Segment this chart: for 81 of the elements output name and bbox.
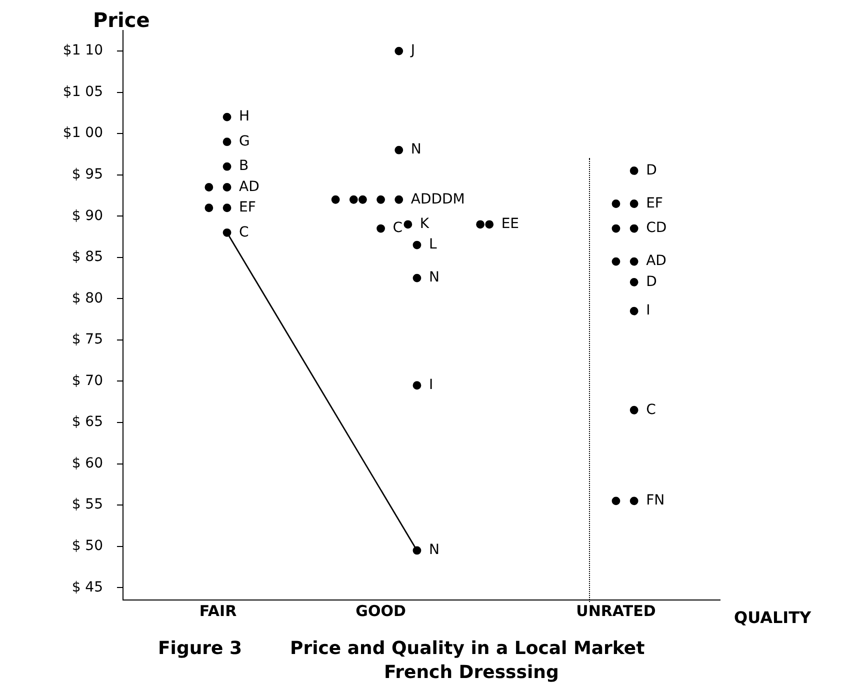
point xyxy=(630,257,638,266)
y-axis-title: Price xyxy=(93,8,150,32)
point xyxy=(404,220,412,229)
y-tick-label: $ 95 xyxy=(72,166,103,183)
x-axis-title: QUALITY xyxy=(734,608,812,627)
data-label: EF xyxy=(239,200,256,216)
point xyxy=(349,195,358,204)
x-tick-label: FAIR xyxy=(199,602,238,620)
y-tick-label: $1 10 xyxy=(62,42,103,59)
point xyxy=(630,306,638,316)
point xyxy=(394,46,404,56)
y-tick-label: $ 80 xyxy=(72,290,103,306)
point xyxy=(376,195,385,204)
point xyxy=(630,278,638,286)
point xyxy=(476,220,484,229)
y-tick-label: $ 90 xyxy=(72,208,103,224)
point xyxy=(630,166,638,175)
y-tick-label: $ 70 xyxy=(72,372,103,389)
data-label: C xyxy=(239,224,250,240)
point xyxy=(485,220,494,229)
text: French Dresssing xyxy=(384,662,559,683)
point xyxy=(394,195,404,204)
data-label: D xyxy=(646,274,657,290)
point xyxy=(412,546,422,555)
data-label: AD xyxy=(646,253,666,270)
data-label: EE xyxy=(501,216,520,232)
point xyxy=(222,138,232,146)
point xyxy=(222,112,232,122)
point xyxy=(630,406,638,414)
data-label: J xyxy=(410,42,416,59)
data-label: C xyxy=(392,220,403,236)
point xyxy=(412,381,422,390)
data-label: N xyxy=(428,542,440,558)
point xyxy=(358,195,367,204)
point xyxy=(222,228,232,237)
data-label: K xyxy=(420,216,430,232)
data-label: EF xyxy=(646,195,663,212)
point xyxy=(222,183,232,192)
data-label: B xyxy=(239,158,249,174)
data-label: N xyxy=(428,270,440,286)
data-label: H xyxy=(239,108,250,125)
y-tick-label: $ 75 xyxy=(72,332,103,348)
data-label: FN xyxy=(646,492,665,509)
y-tick-label: $ 55 xyxy=(72,496,103,513)
point xyxy=(204,183,214,192)
point xyxy=(331,195,340,204)
data-label: L xyxy=(428,236,437,253)
point xyxy=(630,224,638,233)
point xyxy=(394,146,404,154)
y-tick-label: $ 60 xyxy=(72,455,103,472)
y-tick-label: $1 00 xyxy=(62,125,103,142)
data-label: ADDDM xyxy=(410,191,465,208)
point xyxy=(204,204,214,212)
data-label: I xyxy=(646,302,650,319)
caption: Figure 3 xyxy=(158,638,242,659)
point xyxy=(612,257,620,266)
point xyxy=(222,162,232,171)
data-label: AD xyxy=(239,178,260,195)
data-label: D xyxy=(646,162,657,178)
text: Price and Quality in a Local Market xyxy=(290,638,645,659)
point xyxy=(222,204,232,212)
y-tick-label: $1 05 xyxy=(62,84,103,100)
y-tick-label: $ 50 xyxy=(72,538,103,554)
point xyxy=(612,224,620,233)
point xyxy=(412,274,422,282)
data-label: CD xyxy=(646,220,667,236)
point xyxy=(630,200,638,208)
data-label: I xyxy=(428,377,434,394)
point xyxy=(612,200,620,208)
point xyxy=(612,496,620,506)
point xyxy=(630,496,638,506)
y-tick-label: $ 65 xyxy=(72,414,103,430)
x-tick-label: UNRATED xyxy=(576,602,656,620)
data-label: C xyxy=(646,402,656,418)
y-tick-label: $ 85 xyxy=(72,249,103,266)
y-tick-label: $ 45 xyxy=(72,579,103,596)
point xyxy=(376,224,385,233)
data-label: G xyxy=(239,133,250,150)
data-label: N xyxy=(410,142,422,158)
x-tick-label: GOOD xyxy=(356,602,406,620)
point xyxy=(412,240,422,250)
